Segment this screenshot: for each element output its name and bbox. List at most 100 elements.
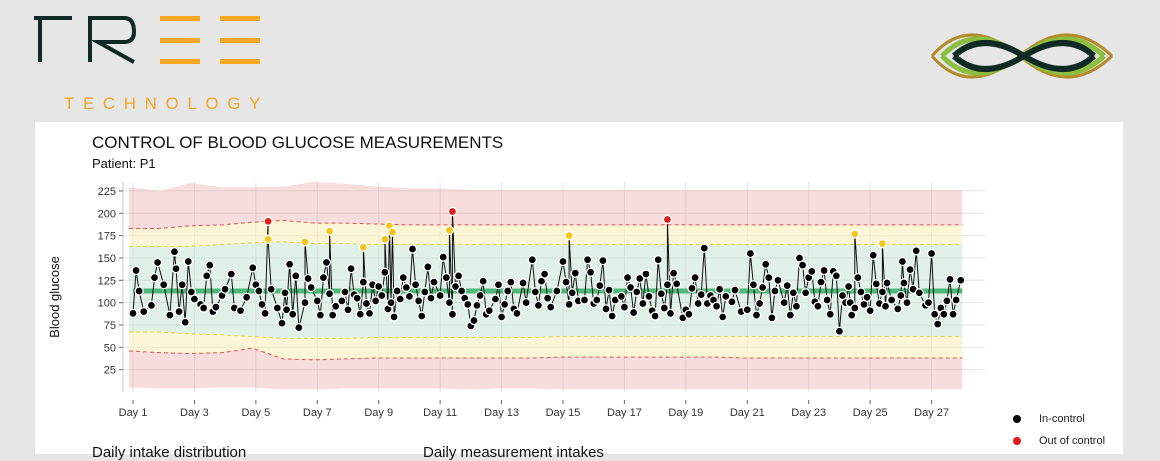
in-control-point (315, 310, 326, 320)
in-control-point (435, 290, 445, 301)
in-control-point (585, 267, 596, 277)
leaf-emblem-icon (928, 16, 1118, 101)
x-tick-label: Day 19 (668, 407, 703, 419)
in-control-point (463, 299, 473, 310)
in-control-point (948, 309, 958, 319)
in-control-point (284, 259, 295, 269)
in-control-point (641, 269, 651, 279)
in-control-point (561, 277, 571, 287)
in-control-point (718, 312, 728, 322)
in-control-point (331, 301, 341, 311)
in-control-point (241, 292, 252, 302)
warning-point (877, 239, 888, 249)
x-tick-label: Day 1 (119, 407, 148, 419)
in-control-point (291, 271, 301, 281)
in-control-point (785, 310, 795, 320)
in-control-point (825, 309, 835, 319)
in-control-point (570, 268, 580, 278)
brand-logo: TECHNOLOGY (30, 14, 270, 114)
in-control-point (420, 287, 430, 297)
warning-point (444, 225, 455, 235)
in-control-point (690, 272, 700, 283)
in-control-point (856, 287, 866, 297)
in-control-point (327, 310, 338, 320)
in-control-point (131, 265, 141, 276)
upper-yellow-zone (129, 220, 963, 247)
in-control-point (438, 252, 448, 262)
in-control-point (886, 295, 897, 305)
in-control-point (644, 291, 654, 302)
in-control-point (742, 305, 752, 315)
in-control-point (656, 289, 666, 299)
in-control-point (622, 272, 633, 283)
in-control-point (169, 247, 180, 257)
in-control-point (542, 293, 553, 303)
in-control-point (512, 308, 522, 319)
in-control-point (374, 281, 384, 292)
in-control-point (472, 300, 482, 310)
in-control-point (951, 295, 961, 305)
in-control-point (450, 281, 461, 292)
intake-distribution-title: Daily intake distribution (92, 444, 247, 461)
warning-point (358, 242, 369, 252)
x-tick-label: Day 15 (546, 407, 581, 419)
in-control-point (235, 306, 246, 316)
in-control-point (346, 264, 356, 274)
in-control-point (684, 309, 694, 319)
upper-warning-limit (129, 241, 963, 247)
in-control-point (226, 269, 236, 279)
in-control-point (751, 310, 762, 320)
in-control-point (582, 255, 593, 265)
y-tick-label: 100 (98, 298, 116, 310)
in-control-point (410, 280, 421, 290)
y-tick-label: 25 (104, 365, 116, 377)
y-tick-label: 200 (98, 208, 116, 220)
in-control-point (748, 280, 759, 290)
in-control-point (417, 311, 427, 321)
in-control-point (745, 248, 756, 259)
in-control-point (635, 273, 645, 284)
in-control-point (496, 312, 507, 322)
in-control-point (205, 260, 215, 270)
y-tick-label: 150 (98, 253, 116, 265)
in-control-point (816, 277, 826, 287)
in-control-point (625, 282, 636, 293)
in-control-point (134, 286, 144, 296)
in-control-point (767, 313, 777, 323)
in-control-point (902, 297, 912, 308)
in-control-point (552, 286, 562, 296)
in-control-point (490, 294, 501, 304)
y-tick-label: 175 (98, 231, 116, 243)
in-control-point (318, 272, 329, 283)
x-tick-label: Day 7 (303, 407, 332, 419)
in-control-point (791, 301, 802, 311)
in-control-point (899, 278, 909, 288)
in-control-point (687, 283, 697, 293)
in-control-point (198, 303, 209, 313)
out-of-control-point (662, 214, 673, 225)
chart-title: CONTROL OF BLOOD GLUCOSE MEASUREMENTS (92, 133, 504, 152)
in-control-point (896, 290, 906, 301)
in-control-point (447, 309, 458, 319)
in-control-point (882, 278, 892, 288)
in-control-point (300, 297, 310, 308)
in-control-point (638, 298, 648, 309)
in-control-point (202, 271, 212, 281)
in-control-point (429, 277, 439, 287)
in-control-point (280, 288, 290, 298)
in-control-point (392, 286, 402, 296)
in-control-point (527, 255, 537, 265)
in-control-point (945, 274, 955, 285)
in-control-point (413, 296, 424, 306)
x-tick-label: Day 11 (423, 407, 457, 419)
lower-red-zone (129, 348, 963, 390)
in-control-point (521, 297, 531, 308)
in-control-point (395, 294, 405, 304)
out-of-control-point (263, 216, 273, 226)
in-control-point (398, 272, 408, 283)
out-of-control-point (447, 206, 458, 217)
in-control-point (877, 287, 888, 297)
in-control-point (914, 288, 924, 298)
in-control-point (711, 301, 722, 311)
in-control-point (671, 279, 682, 289)
